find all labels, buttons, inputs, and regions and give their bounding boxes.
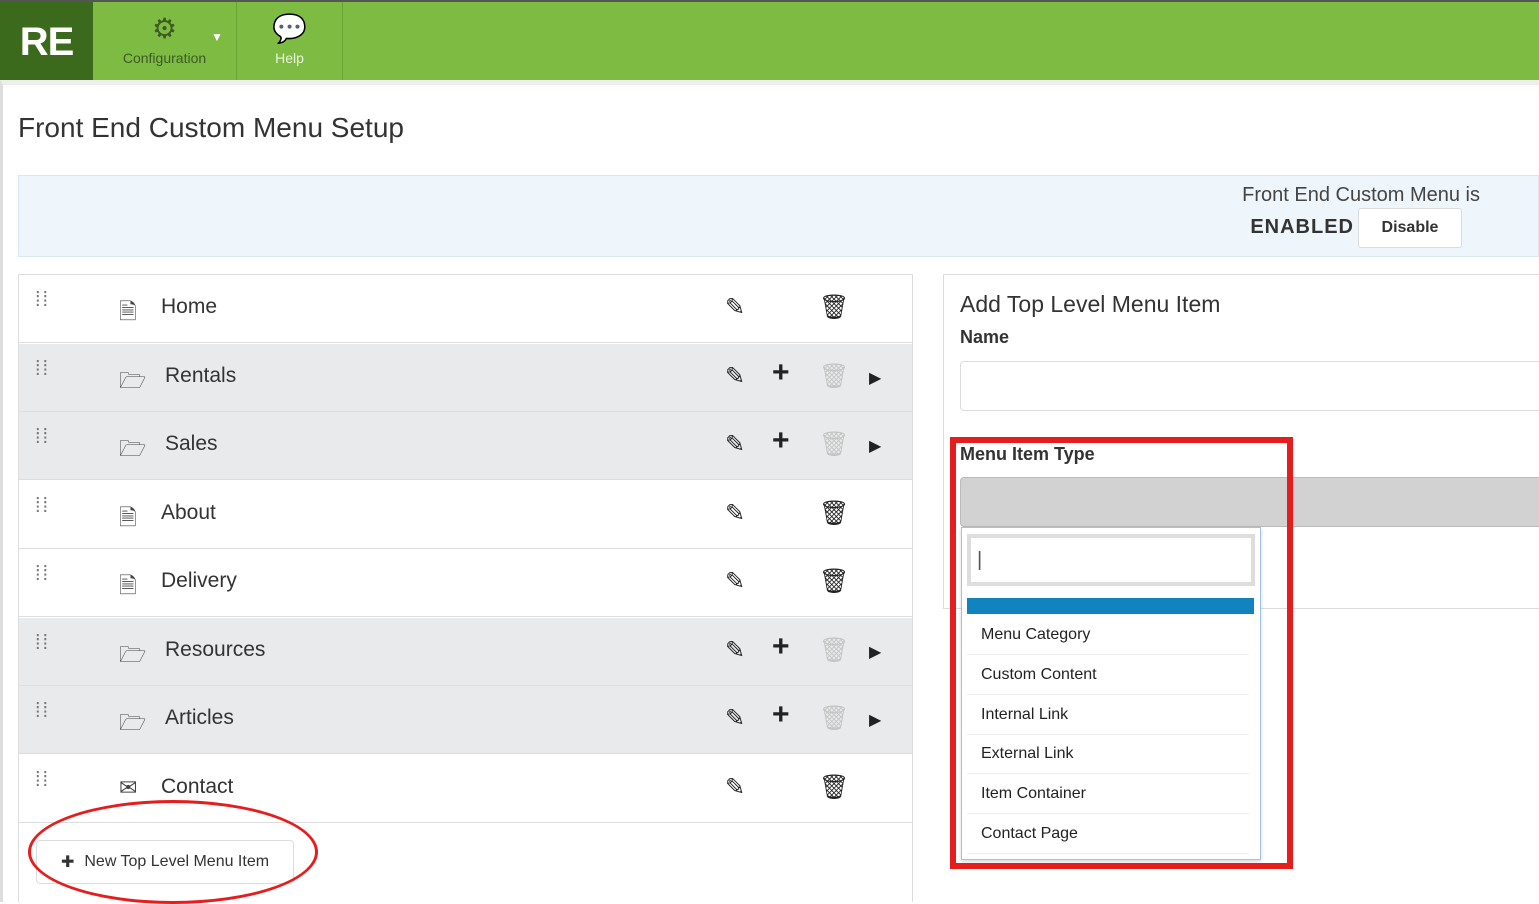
dropdown-option[interactable]: External Link bbox=[967, 734, 1249, 775]
drag-handle-icon[interactable]: ⁞⁞ bbox=[35, 357, 51, 380]
pencil-icon[interactable]: ✎ bbox=[725, 568, 746, 595]
menu-item-label: Rentals bbox=[165, 363, 237, 387]
trash-icon: 🗑 bbox=[819, 431, 850, 458]
drag-handle-icon[interactable]: ⁞⁞ bbox=[35, 768, 51, 791]
caret-right-icon[interactable]: ▶ bbox=[869, 369, 882, 387]
folder-icon: 🗁 bbox=[119, 436, 147, 461]
document-icon: 🗎 bbox=[119, 299, 137, 324]
drag-handle-icon[interactable]: ⁞⁞ bbox=[35, 631, 51, 654]
menu-row[interactable]: ⁞⁞ 🗁 Resources ✎ + 🗑 ▶ bbox=[19, 617, 912, 686]
menu-row[interactable]: ⁞⁞ 🗎 Home ✎ 🗑 bbox=[19, 275, 912, 343]
annotation-box bbox=[950, 437, 1293, 869]
pencil-icon[interactable]: ✎ bbox=[725, 773, 746, 801]
annotation-oval bbox=[28, 800, 318, 904]
menu-row[interactable]: ⁞⁞ 🗁 Sales ✎ + 🗑 ▶ bbox=[19, 412, 912, 480]
name-label: Name bbox=[960, 327, 1010, 347]
drag-handle-icon[interactable]: ⁞⁞ bbox=[35, 563, 51, 585]
dropdown-option[interactable]: Menu Category bbox=[967, 615, 1249, 655]
trash-icon: 🗑 bbox=[819, 705, 850, 732]
name-input[interactable] bbox=[960, 361, 1539, 411]
menu-row[interactable]: ⁞⁞ 🗎 Delivery ✎ 🗑 bbox=[19, 549, 912, 617]
panel-title: Add Top Level Menu Item bbox=[960, 291, 1221, 317]
menu-row[interactable]: ⁞⁞ 🗁 Rentals ✎ + 🗑 ▶ bbox=[19, 343, 912, 412]
menu-item-type-label: Menu Item Type bbox=[960, 444, 1095, 464]
disable-button[interactable]: Disable bbox=[1358, 208, 1462, 248]
nav-configuration[interactable]: ⚙ Configuration ▼ bbox=[93, 2, 237, 82]
folder-icon: 🗁 bbox=[119, 710, 147, 735]
menu-row[interactable]: ⁞⁞ 🗁 Articles ✎ + 🗑 ▶ bbox=[19, 686, 912, 754]
pencil-icon[interactable]: ✎ bbox=[725, 294, 746, 321]
menu-row[interactable]: ⁞⁞ 🗎 About ✎ 🗑 bbox=[19, 480, 912, 549]
dropdown-search-input[interactable]: | bbox=[967, 534, 1255, 586]
pencil-icon[interactable]: ✎ bbox=[725, 362, 746, 390]
page-background bbox=[0, 80, 1539, 902]
document-icon: 🗎 bbox=[119, 504, 137, 530]
trash-icon[interactable]: 🗑 bbox=[819, 294, 850, 321]
top-navbar: RE ⚙ Configuration ▼ 💬 Help bbox=[0, 0, 1539, 82]
nav-help-label: Help bbox=[275, 50, 304, 66]
nav-help[interactable]: 💬 Help bbox=[237, 2, 343, 82]
plus-icon[interactable]: + bbox=[772, 698, 790, 731]
menu-item-label: Resources bbox=[165, 637, 266, 661]
drag-handle-icon[interactable]: ⁞⁞ bbox=[35, 289, 51, 311]
trash-icon: 🗑 bbox=[819, 362, 850, 390]
dropdown-option[interactable]: Custom Content bbox=[967, 655, 1249, 695]
drag-handle-icon[interactable]: ⁞⁞ bbox=[35, 426, 51, 448]
folder-icon: 🗁 bbox=[119, 367, 147, 393]
envelope-icon: ✉ bbox=[119, 774, 138, 800]
pencil-icon[interactable]: ✎ bbox=[725, 431, 746, 458]
menu-item-label: Delivery bbox=[161, 569, 237, 592]
dropdown-option[interactable]: Contact Page bbox=[967, 814, 1249, 854]
plus-icon[interactable]: + bbox=[772, 355, 790, 389]
menu-item-label: Articles bbox=[165, 706, 234, 729]
banner-text: Front End Custom Menu is bbox=[1242, 184, 1480, 206]
caret-right-icon[interactable]: ▶ bbox=[869, 438, 882, 455]
trash-icon[interactable]: 🗑 bbox=[819, 499, 850, 527]
nav-configuration-label: Configuration bbox=[122, 50, 207, 66]
caret-right-icon[interactable]: ▶ bbox=[869, 643, 882, 661]
plus-icon[interactable]: + bbox=[772, 629, 790, 663]
trash-icon: 🗑 bbox=[819, 636, 850, 664]
gear-icon: ⚙ bbox=[151, 13, 178, 44]
menu-item-label: Home bbox=[161, 295, 218, 318]
pencil-icon[interactable]: ✎ bbox=[725, 636, 746, 664]
type-dropdown: | Menu Category Custom Content Internal Li… bbox=[961, 527, 1261, 860]
menu-item-type-select[interactable] bbox=[960, 477, 1539, 527]
highlighted-empty-option[interactable] bbox=[967, 598, 1254, 614]
plus-icon[interactable]: + bbox=[772, 424, 790, 457]
menu-list: ⁞⁞ 🗎 Home ✎ 🗑 ⁞⁞ 🗁 Rentals ✎ + 🗑 ▶ ⁞⁞ 🗁 Sales … bbox=[18, 274, 913, 902]
dropdown-option[interactable]: Internal Link bbox=[967, 695, 1249, 735]
drag-handle-icon[interactable]: ⁞⁞ bbox=[35, 700, 51, 722]
chat-help-icon: 💬 bbox=[272, 13, 307, 44]
menu-item-label: About bbox=[161, 500, 216, 524]
status-badge: ENABLED bbox=[1250, 216, 1354, 238]
page-title: Front End Custom Menu Setup bbox=[18, 112, 404, 143]
caret-right-icon[interactable]: ▶ bbox=[869, 712, 882, 729]
document-icon: 🗎 bbox=[119, 573, 137, 598]
menu-item-label: Sales bbox=[165, 432, 218, 455]
trash-icon[interactable]: 🗑 bbox=[819, 568, 850, 595]
status-banner: Front End Custom Menu is ENABLED Disable bbox=[18, 175, 1539, 257]
trash-icon[interactable]: 🗑 bbox=[819, 773, 850, 801]
pencil-icon[interactable]: ✎ bbox=[725, 705, 746, 732]
pencil-icon[interactable]: ✎ bbox=[725, 499, 746, 527]
menu-item-label: Contact bbox=[161, 774, 234, 798]
dropdown-option[interactable]: Item Container bbox=[967, 774, 1249, 815]
folder-icon: 🗁 bbox=[119, 641, 147, 667]
drag-handle-icon[interactable]: ⁞⁞ bbox=[35, 494, 51, 517]
logo[interactable]: RE bbox=[0, 2, 93, 82]
caret-down-icon[interactable]: ▼ bbox=[211, 30, 223, 44]
